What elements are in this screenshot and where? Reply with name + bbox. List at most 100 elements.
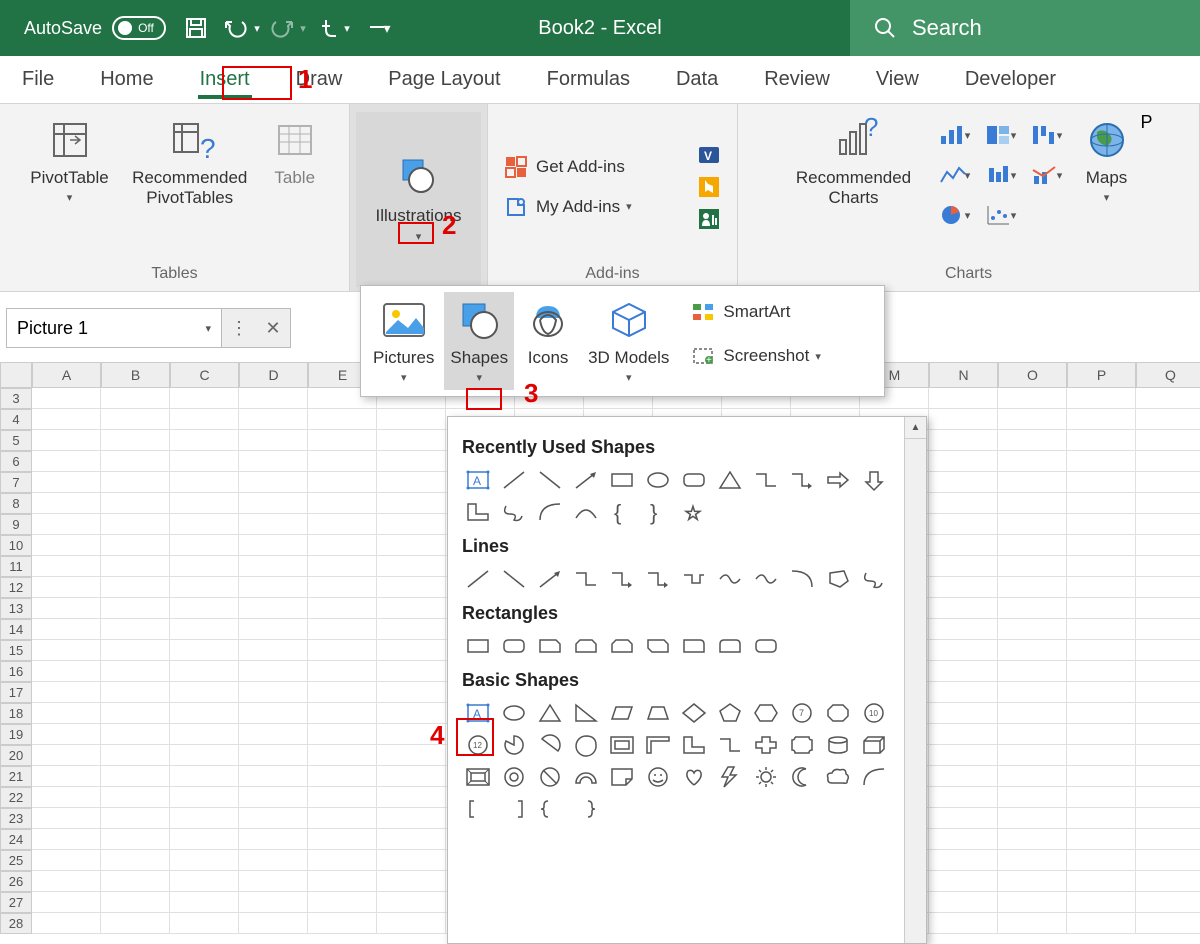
- cell[interactable]: [1067, 766, 1136, 787]
- cell[interactable]: [1067, 577, 1136, 598]
- shape-donut[interactable]: [498, 763, 530, 791]
- shape-plaque[interactable]: [786, 731, 818, 759]
- cell[interactable]: [170, 787, 239, 808]
- cell[interactable]: [377, 703, 446, 724]
- cell[interactable]: [32, 913, 101, 934]
- shape-curve[interactable]: [570, 498, 602, 526]
- cell[interactable]: [1136, 808, 1200, 829]
- shape-smiley[interactable]: [642, 763, 674, 791]
- shape-roundrect[interactable]: [498, 632, 530, 660]
- row-header[interactable]: 21: [0, 766, 32, 787]
- pie-chart-button[interactable]: ▾: [933, 196, 977, 234]
- shape-textbox[interactable]: A: [462, 466, 494, 494]
- fbar-expand-icon[interactable]: ⋮: [222, 318, 256, 339]
- shape-oval[interactable]: [642, 466, 674, 494]
- scatter-chart-button[interactable]: ▾: [979, 196, 1023, 234]
- touch-mode-icon[interactable]: ▾: [318, 12, 350, 44]
- cell[interactable]: [170, 808, 239, 829]
- shape-scribble[interactable]: [858, 565, 890, 593]
- row-header[interactable]: 9: [0, 514, 32, 535]
- cell[interactable]: [101, 724, 170, 745]
- cell[interactable]: [1067, 892, 1136, 913]
- cell[interactable]: [1136, 514, 1200, 535]
- row-header[interactable]: 11: [0, 556, 32, 577]
- shape-elbowarr[interactable]: [786, 466, 818, 494]
- shape-lshape[interactable]: [678, 731, 710, 759]
- shape-star[interactable]: ☆: [678, 498, 710, 526]
- cell[interactable]: [377, 745, 446, 766]
- cell[interactable]: [377, 829, 446, 850]
- cell[interactable]: [929, 766, 998, 787]
- hierarchy-chart-button[interactable]: ▾: [979, 116, 1023, 154]
- shape-cross[interactable]: [750, 731, 782, 759]
- cell[interactable]: [998, 661, 1067, 682]
- cell[interactable]: [308, 808, 377, 829]
- tab-insert[interactable]: Insert: [198, 62, 252, 97]
- cell[interactable]: [308, 640, 377, 661]
- shape-curve2[interactable]: [786, 565, 818, 593]
- cell[interactable]: [1136, 535, 1200, 556]
- cell[interactable]: [377, 535, 446, 556]
- cell[interactable]: [170, 493, 239, 514]
- cell[interactable]: [1136, 871, 1200, 892]
- bing-icon[interactable]: [695, 173, 723, 201]
- cell[interactable]: [998, 556, 1067, 577]
- tab-draw[interactable]: Draw: [294, 62, 345, 97]
- shape-lbrace2[interactable]: [534, 795, 566, 823]
- cell[interactable]: [239, 871, 308, 892]
- cell[interactable]: [1067, 388, 1136, 409]
- cell[interactable]: [101, 850, 170, 871]
- cell[interactable]: [929, 577, 998, 598]
- cell[interactable]: [32, 493, 101, 514]
- shape-trapezoid[interactable]: [642, 699, 674, 727]
- shape-elbow[interactable]: [714, 731, 746, 759]
- cell[interactable]: [929, 556, 998, 577]
- row-header[interactable]: 22: [0, 787, 32, 808]
- cell[interactable]: [170, 703, 239, 724]
- cell[interactable]: [377, 766, 446, 787]
- shape-pentagon[interactable]: [714, 699, 746, 727]
- cell[interactable]: [929, 682, 998, 703]
- cell[interactable]: [101, 766, 170, 787]
- shape-arc[interactable]: [858, 763, 890, 791]
- cell[interactable]: [1136, 430, 1200, 451]
- cell[interactable]: [308, 892, 377, 913]
- shape-heptagon[interactable]: 7: [786, 699, 818, 727]
- shape-frame[interactable]: [606, 731, 638, 759]
- cell[interactable]: [101, 808, 170, 829]
- recommended-pivottables-button[interactable]: ? Recommended PivotTables: [119, 112, 261, 213]
- col-header[interactable]: D: [239, 362, 308, 388]
- cell[interactable]: [377, 661, 446, 682]
- shape-lbracket[interactable]: [462, 795, 494, 823]
- cell[interactable]: [101, 745, 170, 766]
- cell[interactable]: [377, 724, 446, 745]
- cell[interactable]: [32, 724, 101, 745]
- shape-parallelogram[interactable]: [606, 699, 638, 727]
- shape-halfframe[interactable]: [642, 731, 674, 759]
- cell[interactable]: [1067, 808, 1136, 829]
- cell[interactable]: [1136, 640, 1200, 661]
- row-header[interactable]: 20: [0, 745, 32, 766]
- row-header[interactable]: 13: [0, 598, 32, 619]
- cell[interactable]: [170, 577, 239, 598]
- row-header[interactable]: 15: [0, 640, 32, 661]
- cell[interactable]: [377, 493, 446, 514]
- cell[interactable]: [308, 787, 377, 808]
- cell[interactable]: [1067, 514, 1136, 535]
- row-header[interactable]: 28: [0, 913, 32, 934]
- cell[interactable]: [377, 619, 446, 640]
- cell[interactable]: [101, 682, 170, 703]
- cell[interactable]: [170, 451, 239, 472]
- cell[interactable]: [32, 514, 101, 535]
- cell[interactable]: [308, 850, 377, 871]
- cell[interactable]: [929, 808, 998, 829]
- shape-arrow[interactable]: [534, 565, 566, 593]
- cell[interactable]: [998, 724, 1067, 745]
- cell[interactable]: [1067, 556, 1136, 577]
- cell[interactable]: [308, 913, 377, 934]
- cell[interactable]: [239, 430, 308, 451]
- cell[interactable]: [308, 430, 377, 451]
- cell[interactable]: [32, 682, 101, 703]
- cell[interactable]: [929, 745, 998, 766]
- redo-icon[interactable]: ▾: [272, 12, 304, 44]
